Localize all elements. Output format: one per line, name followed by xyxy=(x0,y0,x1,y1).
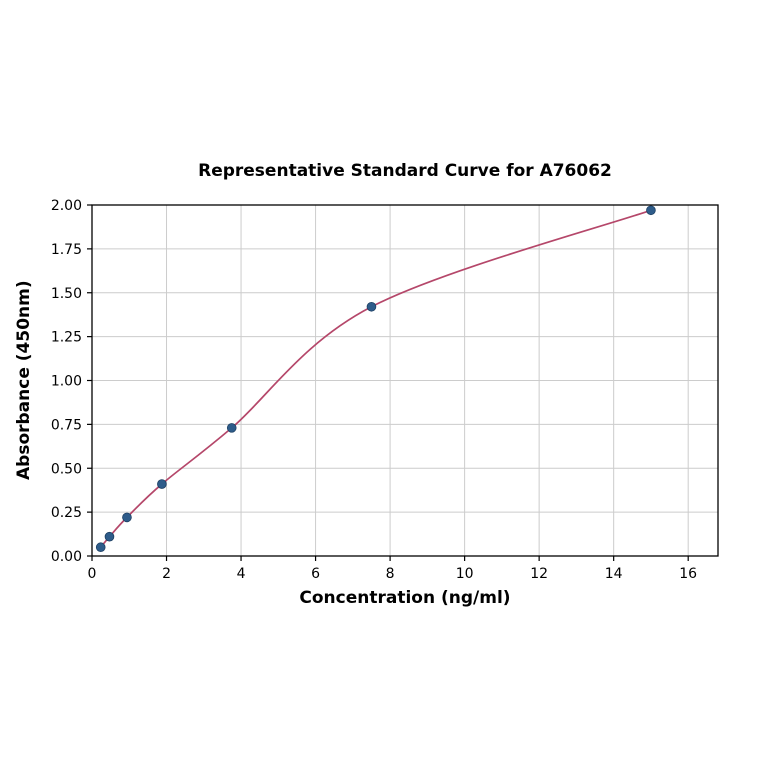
data-point xyxy=(226,423,237,433)
y-tick-label: 0.00 xyxy=(51,549,82,565)
x-tick-label: 0 xyxy=(88,566,97,582)
data-point xyxy=(366,301,377,312)
y-tick-label: 2.00 xyxy=(51,198,82,214)
y-tick-label: 1.50 xyxy=(51,286,82,302)
data-point xyxy=(104,531,115,542)
y-tick-label: 1.25 xyxy=(51,330,82,346)
y-tick-label: 1.75 xyxy=(51,242,82,258)
x-tick-label: 14 xyxy=(605,566,623,582)
x-tick-label: 10 xyxy=(456,566,474,582)
x-tick-label: 8 xyxy=(386,566,395,582)
x-tick-label: 16 xyxy=(679,566,697,582)
x-axis-label: Concentration (ng/ml) xyxy=(299,588,511,608)
y-tick-label: 0.50 xyxy=(51,461,82,477)
x-tick-label: 12 xyxy=(530,566,548,582)
x-tick-label: 6 xyxy=(311,566,320,582)
data-point xyxy=(157,479,167,489)
x-tick-label: 4 xyxy=(237,566,246,582)
chart-title: Representative Standard Curve for A76062 xyxy=(198,161,612,181)
y-tick-label: 0.75 xyxy=(51,417,82,433)
data-point xyxy=(122,512,132,523)
data-point xyxy=(95,542,106,553)
y-tick-label: 0.25 xyxy=(51,505,82,521)
fit-curve xyxy=(100,209,652,548)
x-tick-label: 2 xyxy=(162,566,171,582)
y-tick-label: 1.00 xyxy=(51,374,82,390)
data-point xyxy=(646,205,656,216)
